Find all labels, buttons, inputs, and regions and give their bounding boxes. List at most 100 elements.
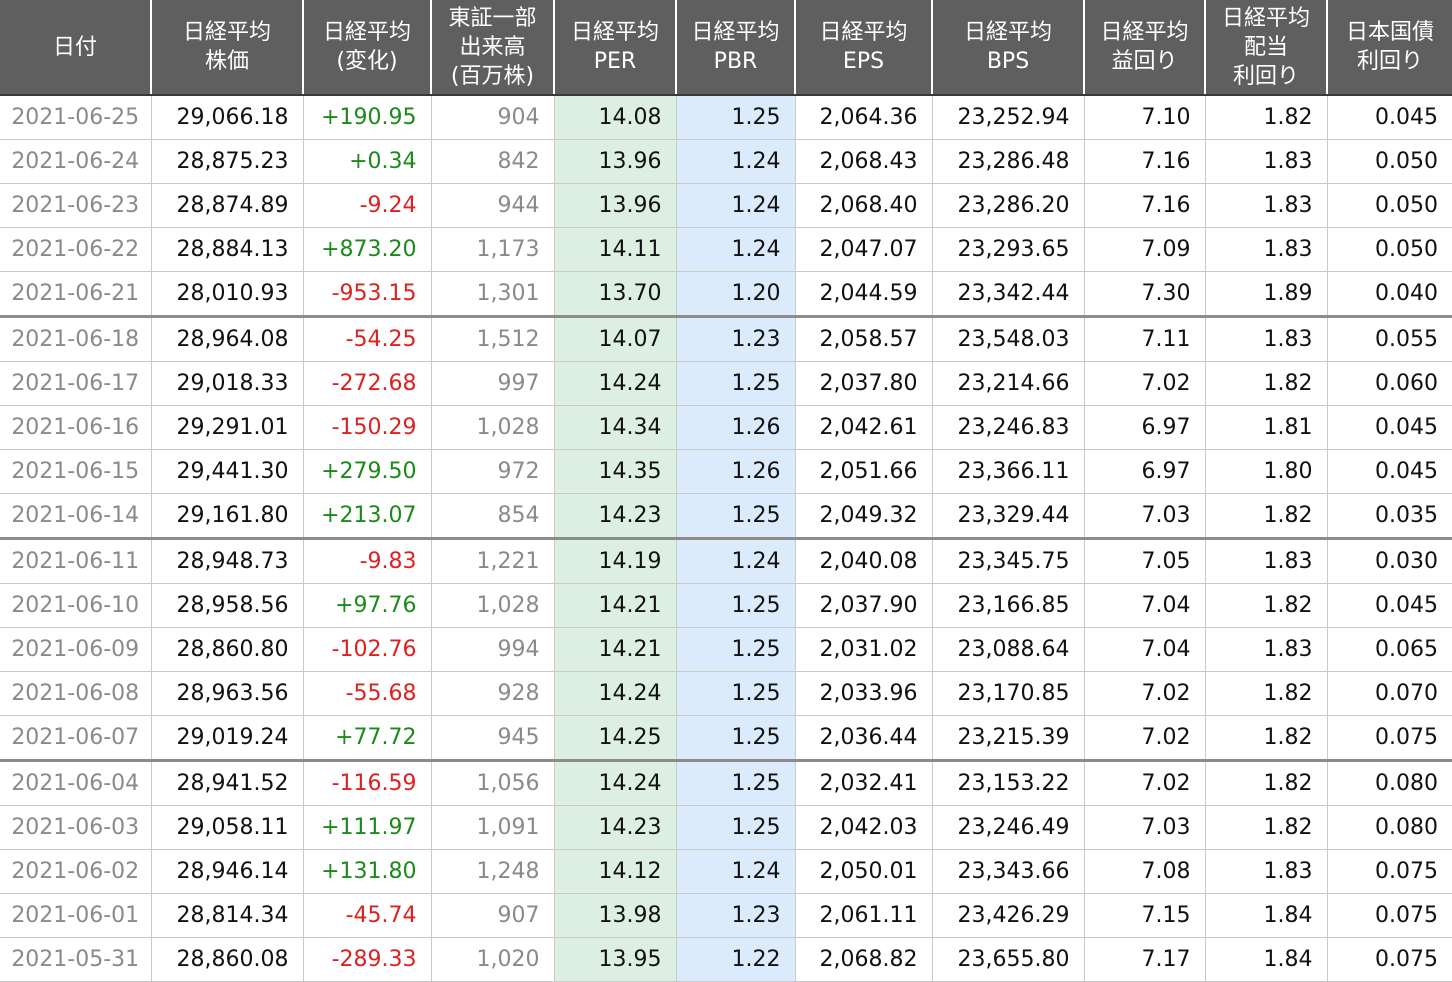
price-cell: 28,874.89 <box>150 183 303 228</box>
volume-cell: 1,173 <box>430 227 554 272</box>
price-cell: 29,058.11 <box>150 805 303 850</box>
pbr-cell: 1.25 <box>675 583 795 628</box>
earnings-yield-cell: 7.02 <box>1083 361 1205 406</box>
price-cell: 29,019.24 <box>150 715 303 762</box>
eps-cell: 2,037.80 <box>794 361 932 406</box>
eps-cell: 2,051.66 <box>794 449 932 494</box>
header-change-line2: (変化) <box>336 49 398 74</box>
header-earnings-yield: 日経平均 益回り <box>1083 0 1205 96</box>
change-cell: +0.34 <box>302 139 431 184</box>
earnings-yield-cell: 7.16 <box>1083 183 1205 228</box>
table-row: 2021-06-03 29,058.11 +111.97 1,091 14.23… <box>0 805 1452 850</box>
date-cell: 2021-06-25 <box>0 95 151 140</box>
header-eps-line1: 日経平均 <box>819 20 908 45</box>
pbr-cell: 1.24 <box>675 849 795 894</box>
table-row: 2021-06-18 28,964.08 -54.25 1,512 14.07 … <box>0 316 1452 362</box>
bps-cell: 23,548.03 <box>931 316 1084 362</box>
volume-cell: 994 <box>430 627 554 672</box>
per-cell: 14.23 <box>553 493 676 540</box>
per-cell: 13.96 <box>553 139 676 184</box>
per-cell: 14.12 <box>553 849 676 894</box>
header-earnings-yield-line2: 益回り <box>1111 49 1178 74</box>
pbr-cell: 1.24 <box>675 538 795 584</box>
pbr-cell: 1.25 <box>675 95 795 140</box>
jgb-yield-cell: 0.055 <box>1326 316 1452 362</box>
per-cell: 14.34 <box>553 405 676 450</box>
earnings-yield-cell: 7.05 <box>1083 538 1205 584</box>
dividend-yield-cell: 1.83 <box>1204 316 1327 362</box>
header-change: 日経平均 (変化) <box>302 0 431 96</box>
jgb-yield-cell: 0.060 <box>1326 361 1452 406</box>
header-volume-line1: 東証一部 <box>448 5 537 31</box>
eps-cell: 2,068.40 <box>794 183 932 228</box>
per-cell: 13.95 <box>553 937 676 982</box>
header-pbr: 日経平均 PBR <box>675 0 795 96</box>
dividend-yield-cell: 1.82 <box>1204 671 1327 716</box>
jgb-yield-cell: 0.030 <box>1326 538 1452 584</box>
header-bps-line1: 日経平均 <box>963 20 1052 45</box>
date-cell: 2021-06-01 <box>0 893 151 938</box>
volume-cell: 1,248 <box>430 849 554 894</box>
table-row: 2021-06-15 29,441.30 +279.50 972 14.35 1… <box>0 449 1452 494</box>
pbr-cell: 1.25 <box>675 805 795 850</box>
date-cell: 2021-06-16 <box>0 405 151 450</box>
header-per-line2: PER <box>593 49 637 74</box>
jgb-yield-cell: 0.050 <box>1326 139 1452 184</box>
table-row: 2021-06-07 29,019.24 +77.72 945 14.25 1.… <box>0 715 1452 762</box>
pbr-cell: 1.25 <box>675 671 795 716</box>
volume-cell: 928 <box>430 671 554 716</box>
volume-cell: 1,028 <box>430 405 554 450</box>
eps-cell: 2,036.44 <box>794 715 932 762</box>
eps-cell: 2,049.32 <box>794 493 932 540</box>
volume-cell: 907 <box>430 893 554 938</box>
earnings-yield-cell: 7.02 <box>1083 760 1205 806</box>
change-cell: -55.68 <box>302 671 431 716</box>
date-cell: 2021-06-17 <box>0 361 151 406</box>
bps-cell: 23,329.44 <box>931 493 1084 540</box>
jgb-yield-cell: 0.065 <box>1326 627 1452 672</box>
change-cell: +77.72 <box>302 715 431 762</box>
eps-cell: 2,050.01 <box>794 849 932 894</box>
jgb-yield-cell: 0.035 <box>1326 493 1452 540</box>
header-eps: 日経平均 EPS <box>794 0 932 96</box>
pbr-cell: 1.23 <box>675 893 795 938</box>
header-volume: 東証一部 出来高 (百万株) <box>430 0 554 96</box>
jgb-yield-cell: 0.045 <box>1326 405 1452 450</box>
table-row: 2021-06-10 28,958.56 +97.76 1,028 14.21 … <box>0 583 1452 628</box>
date-cell: 2021-06-22 <box>0 227 151 272</box>
dividend-yield-cell: 1.80 <box>1204 449 1327 494</box>
change-cell: -150.29 <box>302 405 431 450</box>
jgb-yield-cell: 0.045 <box>1326 449 1452 494</box>
date-cell: 2021-06-07 <box>0 715 151 762</box>
volume-cell: 1,091 <box>430 805 554 850</box>
change-cell: +873.20 <box>302 227 431 272</box>
dividend-yield-cell: 1.82 <box>1204 95 1327 140</box>
pbr-cell: 1.25 <box>675 361 795 406</box>
price-cell: 28,860.80 <box>150 627 303 672</box>
table-row: 2021-06-02 28,946.14 +131.80 1,248 14.12… <box>0 849 1452 894</box>
header-earnings-yield-line1: 日経平均 <box>1100 20 1189 45</box>
earnings-yield-cell: 7.02 <box>1083 715 1205 762</box>
table-row: 2021-06-04 28,941.52 -116.59 1,056 14.24… <box>0 760 1452 806</box>
table-row: 2021-06-17 29,018.33 -272.68 997 14.24 1… <box>0 361 1452 406</box>
pbr-cell: 1.25 <box>675 715 795 762</box>
date-cell: 2021-06-04 <box>0 760 151 806</box>
change-cell: +111.97 <box>302 805 431 850</box>
volume-cell: 1,512 <box>430 316 554 362</box>
header-jgb-yield-line1: 日本国債 <box>1345 20 1434 45</box>
change-cell: +97.76 <box>302 583 431 628</box>
dividend-yield-cell: 1.82 <box>1204 805 1327 850</box>
bps-cell: 23,345.75 <box>931 538 1084 584</box>
earnings-yield-cell: 7.16 <box>1083 139 1205 184</box>
change-cell: -45.74 <box>302 893 431 938</box>
change-cell: -289.33 <box>302 937 431 982</box>
dividend-yield-cell: 1.83 <box>1204 627 1327 672</box>
table-row: 2021-06-22 28,884.13 +873.20 1,173 14.11… <box>0 227 1452 272</box>
header-eps-line2: EPS <box>842 49 885 74</box>
date-cell: 2021-06-02 <box>0 849 151 894</box>
dividend-yield-cell: 1.82 <box>1204 361 1327 406</box>
jgb-yield-cell: 0.050 <box>1326 227 1452 272</box>
eps-cell: 2,047.07 <box>794 227 932 272</box>
dividend-yield-cell: 1.83 <box>1204 538 1327 584</box>
